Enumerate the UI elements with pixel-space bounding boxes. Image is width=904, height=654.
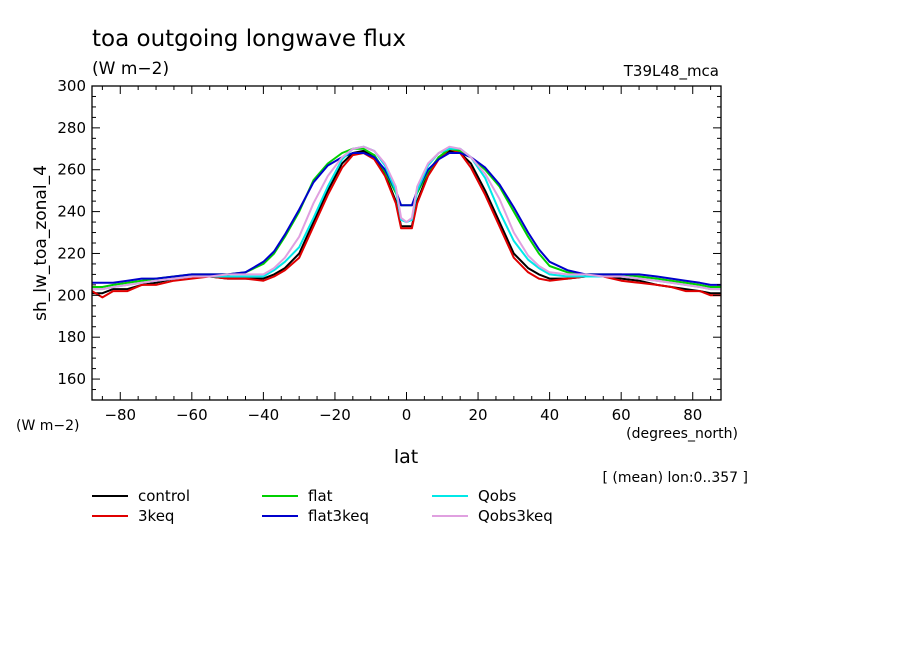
- y-tick-label: 260: [57, 161, 86, 179]
- x-tick-label: 0: [402, 406, 412, 424]
- legend-label-qobs3keq: Qobs3keq: [478, 507, 553, 525]
- x-tick-label: 60: [612, 406, 631, 424]
- chart-units: (W m−2): [92, 59, 169, 79]
- x-axis-units: (degrees_north): [626, 426, 738, 442]
- y-tick-label: 280: [57, 119, 86, 137]
- series-line-flat: [92, 147, 721, 288]
- legend-label-control: control: [138, 487, 190, 505]
- x-tick-label: −60: [176, 406, 208, 424]
- legend-label-qobs: Qobs: [478, 487, 517, 505]
- legend-label-flat3keq: flat3keq: [308, 507, 369, 525]
- mean-annotation: [ (mean) lon:0..357 ]: [603, 470, 748, 486]
- plot-frame: [91, 85, 722, 401]
- y-tick-label: 220: [57, 244, 86, 262]
- legend-label-3keq: 3keq: [138, 507, 174, 525]
- x-tick-label: 20: [469, 406, 488, 424]
- axis-tick-labels: −80 −60 −40 −20 0 20 40 60 80 160 180 200 220 240 260 2…: [57, 77, 702, 424]
- x-tick-label: 80: [683, 406, 702, 424]
- y-tick-label: 240: [57, 203, 86, 221]
- series-line-qobs3keq: [92, 145, 721, 291]
- series-layer: [92, 145, 721, 299]
- axis-ticks: [92, 85, 721, 400]
- y-tick-label: 300: [57, 77, 86, 95]
- x-tick-label: −20: [319, 406, 351, 424]
- model-tag: T39L48_mca: [623, 62, 719, 81]
- legend-label-flat: flat: [308, 487, 333, 505]
- y-axis-label: sh_lw_toa_zonal_4: [31, 165, 51, 321]
- series-line-flat3keq: [92, 152, 721, 286]
- chart-title: toa outgoing longwave flux: [92, 26, 406, 52]
- legend: control 3keq flat flat3keq Qobs Qobs3keq: [92, 487, 553, 525]
- series-line-qobs: [92, 145, 721, 291]
- y-tick-label: 160: [57, 370, 86, 388]
- x-tick-label: −40: [248, 406, 280, 424]
- x-tick-label: 40: [540, 406, 559, 424]
- y-tick-label: 200: [57, 286, 86, 304]
- x-tick-label: −80: [104, 406, 136, 424]
- x-axis-label: lat: [394, 446, 418, 468]
- y-tick-label: 180: [57, 328, 86, 346]
- y-axis-units: (W m−2): [16, 418, 80, 434]
